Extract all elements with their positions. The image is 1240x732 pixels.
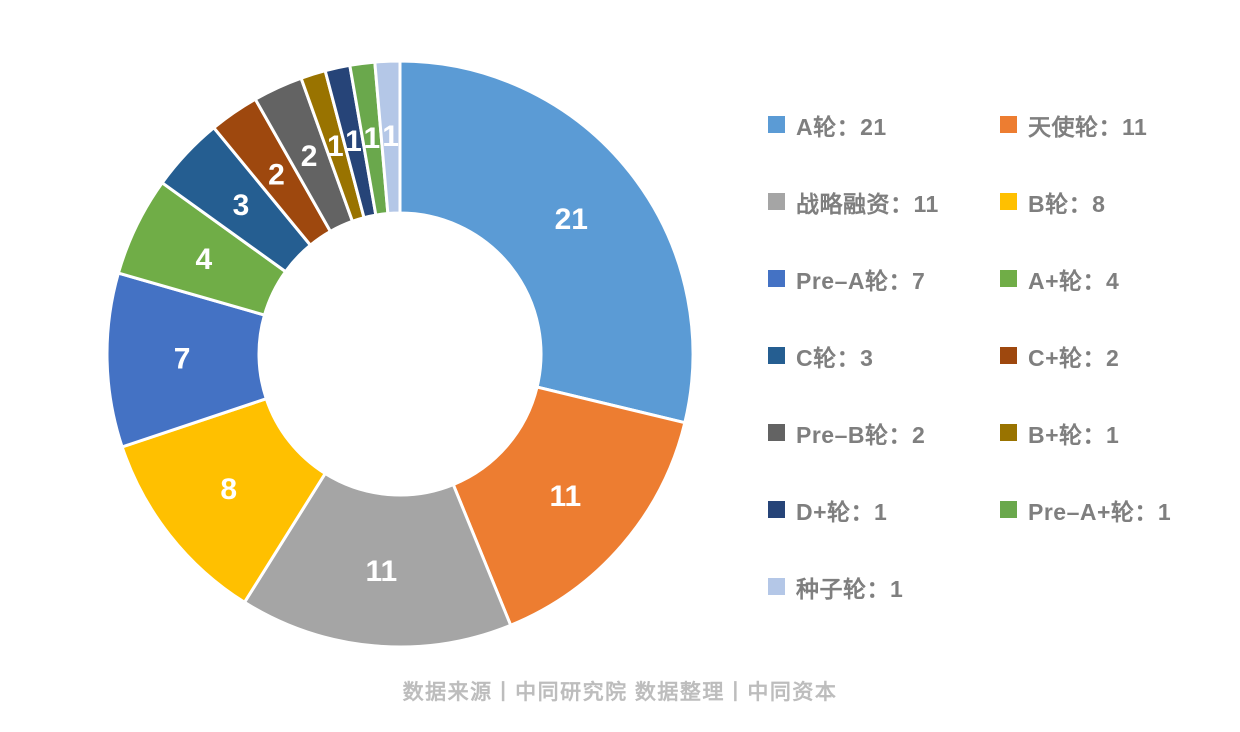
legend-label: 战略融资：11 <box>796 190 939 217</box>
slice-value-label: 11 <box>365 555 397 588</box>
slice-value-label: 2 <box>268 158 285 191</box>
donut-slice-0 <box>398 59 695 425</box>
legend-swatch-icon <box>1000 424 1017 441</box>
legend-swatch-icon <box>1000 116 1017 133</box>
legend-label: 种子轮：1 <box>796 575 904 602</box>
slice-value-label: 7 <box>174 343 191 376</box>
legend-item-6: C轮：3 <box>768 317 1000 394</box>
legend-item-11: Pre–A+轮：1 <box>1000 471 1171 548</box>
legend-label: C+轮：2 <box>1028 344 1120 371</box>
donut-slice-1 <box>451 385 687 628</box>
slice-value-label: 1 <box>364 122 381 155</box>
legend-label: D+轮：1 <box>796 498 888 525</box>
slice-value-label: 3 <box>233 189 250 222</box>
legend-item-7: C+轮：2 <box>1000 317 1171 394</box>
legend-swatch-icon <box>768 116 785 133</box>
legend-item-9: B+轮：1 <box>1000 394 1171 471</box>
legend-item-3: B轮：8 <box>1000 163 1171 240</box>
chart-legend: A轮：21 天使轮：11 战略融资：11 B轮：8 Pre–A轮：7 A+轮：4 C轮：3 C… <box>768 86 1171 625</box>
legend-item-0: A轮：21 <box>768 86 1000 163</box>
slice-value-label: 4 <box>196 243 213 276</box>
legend-label: Pre–B轮：2 <box>796 421 926 448</box>
legend-label: B轮：8 <box>1028 190 1106 217</box>
legend-label: B+轮：1 <box>1028 421 1120 448</box>
source-footer: 数据来源丨中同研究院 数据整理丨中同资本 <box>402 681 838 704</box>
legend-item-1: 天使轮：11 <box>1000 86 1171 163</box>
legend-swatch-icon <box>1000 193 1017 210</box>
legend-swatch-icon <box>768 270 785 287</box>
donut-slice-3 <box>120 396 328 605</box>
legend-item-10: D+轮：1 <box>768 471 1000 548</box>
legend-label: C轮：3 <box>796 344 874 371</box>
legend-label: A轮：21 <box>796 113 887 140</box>
legend-label: Pre–A+轮：1 <box>1028 498 1172 525</box>
slice-value-label: 21 <box>555 203 588 236</box>
legend-label: Pre–A轮：7 <box>796 267 926 294</box>
legend-swatch-icon <box>768 578 785 595</box>
donut-slice-12 <box>373 59 402 216</box>
legend-label: A+轮：4 <box>1028 267 1120 294</box>
slice-value-label: 2 <box>301 140 318 173</box>
slice-value-label: 11 <box>549 480 581 513</box>
legend-label: 天使轮：11 <box>1028 113 1148 140</box>
slice-value-label: 1 <box>327 130 344 163</box>
legend-swatch-icon <box>768 424 785 441</box>
legend-swatch-icon <box>1000 501 1017 518</box>
legend-item-5: A+轮：4 <box>1000 240 1171 317</box>
legend-swatch-icon <box>768 193 785 210</box>
legend-swatch-icon <box>1000 347 1017 364</box>
legend-item-12: 种子轮：1 <box>768 548 1000 625</box>
slice-value-label: 1 <box>382 120 399 153</box>
legend-swatch-icon <box>1000 270 1017 287</box>
legend-swatch-icon <box>768 347 785 364</box>
donut-slice-2 <box>242 471 513 649</box>
legend-swatch-icon <box>768 501 785 518</box>
legend-item-4: Pre–A轮：7 <box>768 240 1000 317</box>
legend-item-8: Pre–B轮：2 <box>768 394 1000 471</box>
slice-value-label: 1 <box>345 125 362 158</box>
slice-value-label: 8 <box>220 473 237 506</box>
legend-item-2: 战略融资：11 <box>768 163 1000 240</box>
